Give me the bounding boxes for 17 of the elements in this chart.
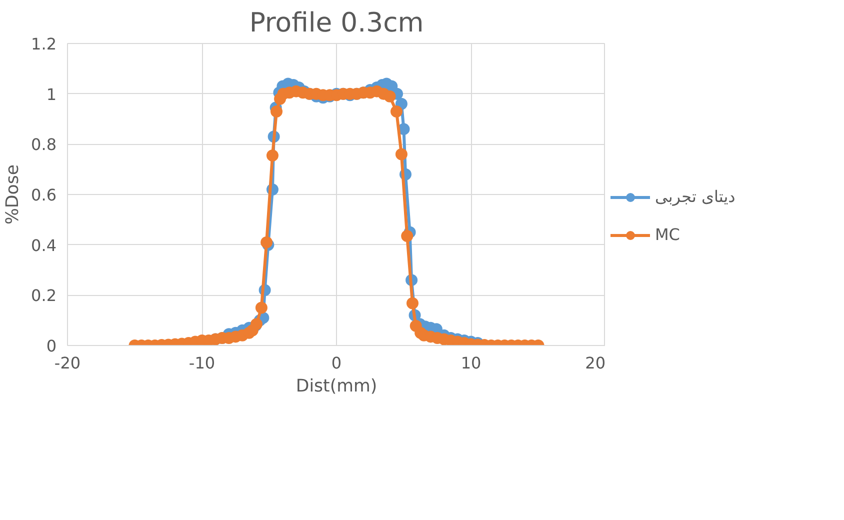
y-axis-title: %Dose [3,164,24,225]
x-tick-label: 0 [331,354,342,372]
x-axis-title: Dist(mm) [296,376,378,396]
chart-title: Profile 0.3cm [249,8,424,38]
y-tick-label: 1.2 [31,34,57,54]
y-tick-label: 0.6 [31,186,57,204]
x-tick-label: -10 [188,354,216,372]
y-tick-label: 0 [46,336,57,356]
x-tick-label: 10 [460,354,482,372]
y-tick-label: 0.8 [31,135,57,154]
legend-label: MC [655,225,680,244]
x-tick-label: -20 [54,354,81,372]
x-tick-label: 20 [585,354,606,372]
y-tick-label: 1 [46,84,57,104]
y-tick-label: 0.2 [31,286,57,306]
y-tick-label: 0.4 [31,236,57,255]
legend-label: دیتای تجربی [655,187,736,206]
